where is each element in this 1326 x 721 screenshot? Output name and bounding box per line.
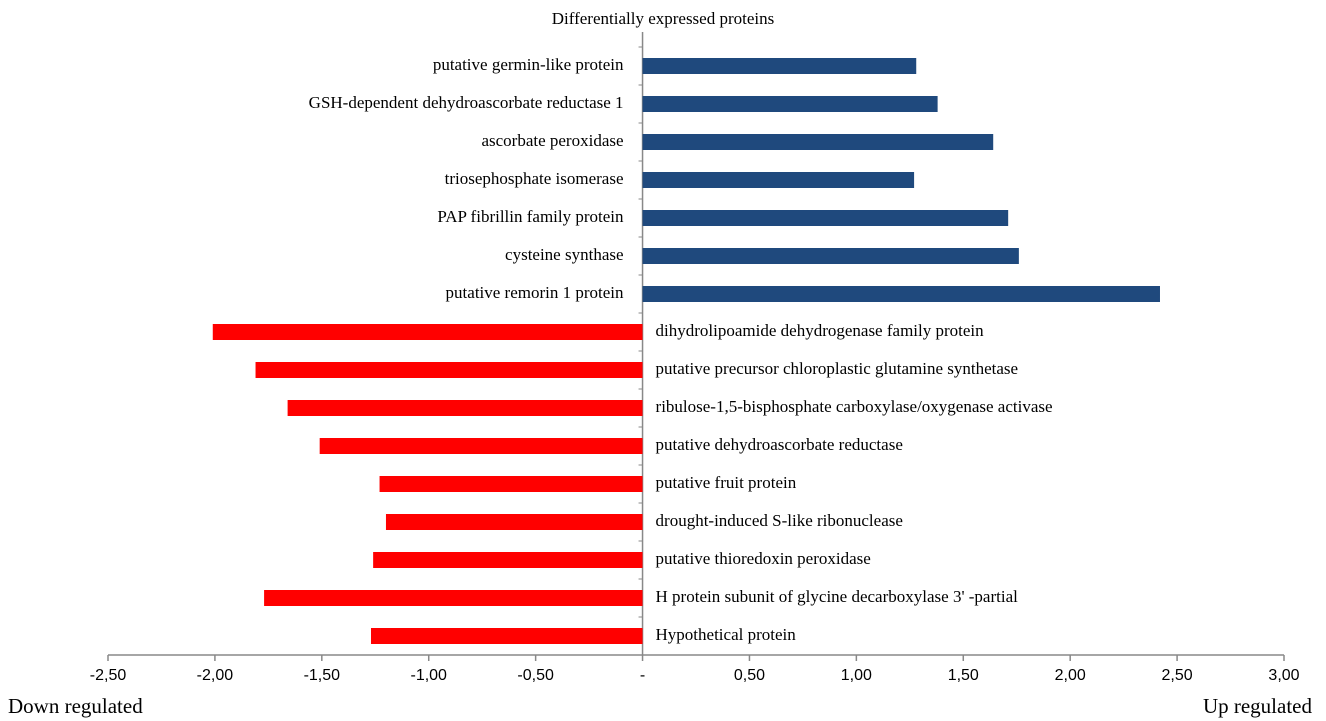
- left-annotation: Down regulated: [8, 694, 143, 718]
- category-label: putative dehydroascorbate reductase: [656, 435, 903, 454]
- category-label: ascorbate peroxidase: [481, 131, 623, 150]
- bar: [379, 476, 643, 492]
- right-annotation: Up regulated: [1203, 694, 1313, 718]
- bar: [642, 172, 915, 188]
- category-label: putative remorin 1 protein: [446, 283, 624, 302]
- bar: [212, 324, 643, 340]
- bar: [264, 590, 643, 606]
- category-label: cysteine synthase: [505, 245, 624, 264]
- category-label: triosephosphate isomerase: [445, 169, 624, 188]
- x-tick-label: 2,00: [1055, 667, 1086, 684]
- bar: [642, 96, 938, 112]
- category-label: putative precursor chloroplastic glutami…: [656, 359, 1019, 378]
- category-label: drought-induced S-like ribonuclease: [656, 511, 903, 530]
- bar: [287, 400, 643, 416]
- chart-title: Differentially expressed proteins: [552, 9, 775, 28]
- x-tick-label: -2,00: [197, 667, 234, 684]
- x-tick-label: -: [640, 667, 645, 684]
- x-tick-label: 0,50: [734, 667, 765, 684]
- bar: [642, 248, 1019, 264]
- x-tick-label: -1,00: [410, 667, 447, 684]
- bar: [642, 286, 1160, 302]
- category-label: ribulose-1,5-bisphosphate carboxylase/ox…: [656, 397, 1053, 416]
- category-label: PAP fibrillin family protein: [437, 207, 624, 226]
- bar: [255, 362, 643, 378]
- x-tick-label: -0,50: [517, 667, 554, 684]
- bar: [642, 210, 1009, 226]
- x-tick-label: -2,50: [90, 667, 127, 684]
- category-label: H protein subunit of glycine decarboxyla…: [656, 587, 1019, 606]
- category-label: putative fruit protein: [656, 473, 797, 492]
- bar: [385, 514, 643, 530]
- category-label: Hypothetical protein: [656, 625, 797, 644]
- x-tick-label: 3,00: [1268, 667, 1299, 684]
- x-tick-label: 2,50: [1162, 667, 1193, 684]
- x-tick-label: -1,50: [304, 667, 341, 684]
- bar: [373, 552, 643, 568]
- bar: [642, 58, 917, 74]
- category-label: GSH-dependent dehydroascorbate reductase…: [309, 93, 624, 112]
- category-label: dihydrolipoamide dehydrogenase family pr…: [656, 321, 985, 340]
- bar: [319, 438, 643, 454]
- bar: [370, 628, 643, 644]
- category-label: putative thioredoxin peroxidase: [656, 549, 871, 568]
- category-label: putative germin-like protein: [433, 55, 624, 74]
- bar: [642, 134, 994, 150]
- x-tick-label: 1,50: [948, 667, 979, 684]
- x-tick-label: 1,00: [841, 667, 872, 684]
